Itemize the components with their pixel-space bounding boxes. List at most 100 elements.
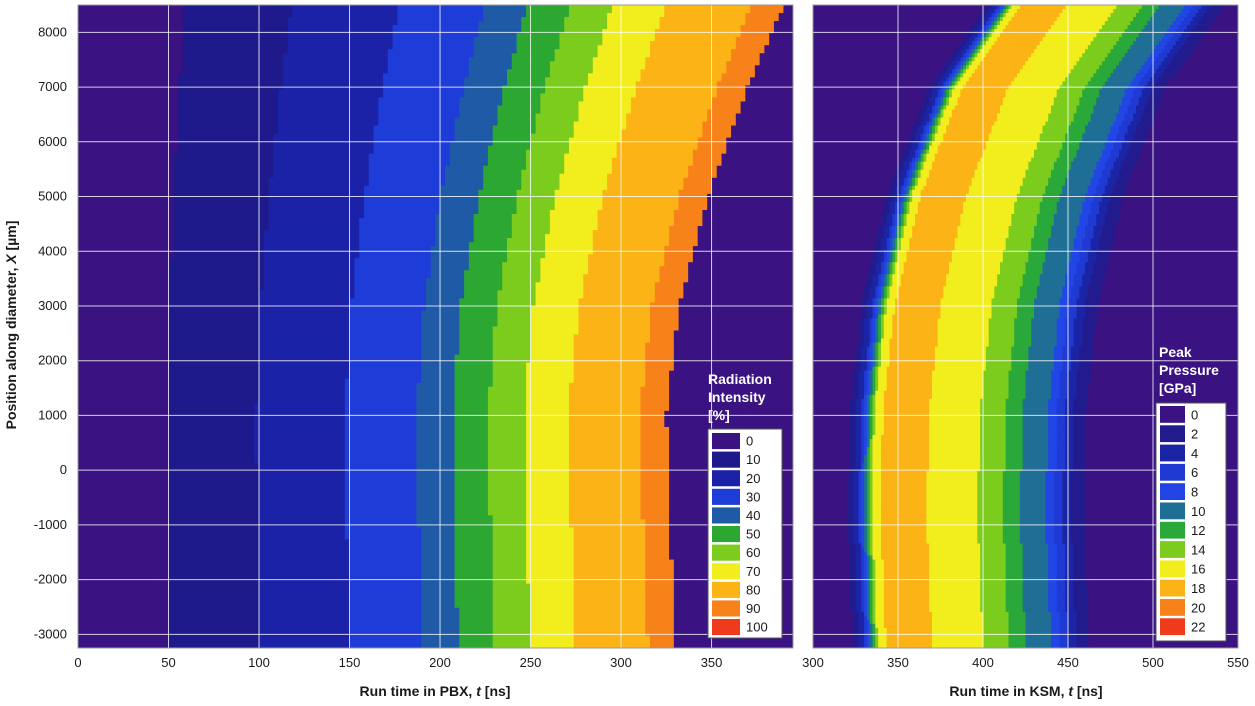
- map-cell: [1011, 81, 1063, 86]
- map-cell: [929, 402, 981, 408]
- map-cell: [454, 443, 489, 448]
- map-cell: [654, 294, 684, 299]
- map-cell: [454, 555, 494, 561]
- map-cell: [1175, 17, 1185, 22]
- map-cell: [858, 487, 862, 492]
- map-cell: [1031, 330, 1058, 336]
- map-cell: [645, 579, 675, 585]
- map-cell: [881, 531, 927, 537]
- map-cell: [1119, 209, 1238, 215]
- map-cell: [640, 455, 670, 460]
- map-cell: [881, 286, 885, 291]
- map-cell: [168, 543, 260, 549]
- map-cell: [875, 402, 885, 408]
- map-cell: [1002, 511, 1021, 516]
- map-cell: [1051, 25, 1103, 30]
- map-cell: [1073, 463, 1086, 468]
- map-cell: [886, 262, 891, 267]
- map-cell: [683, 185, 713, 191]
- map-cell: [526, 571, 575, 577]
- map-cell: [847, 471, 854, 476]
- map-cell: [535, 302, 580, 308]
- map-cell: [977, 515, 1004, 520]
- map-cell: [881, 519, 927, 525]
- map-cell: [1201, 17, 1216, 22]
- map-cell: [957, 69, 961, 74]
- map-cell: [883, 406, 930, 412]
- map-cell: [78, 491, 170, 496]
- map-cell: [421, 342, 460, 348]
- map-cell: [263, 258, 356, 263]
- map-cell: [1085, 125, 1112, 131]
- map-cell: [909, 165, 913, 171]
- map-cell: [1031, 238, 1049, 243]
- map-cell: [607, 21, 661, 26]
- map-cell: [597, 49, 651, 54]
- map-cell: [526, 475, 570, 480]
- map-cell: [932, 137, 936, 143]
- map-cell: [287, 17, 398, 22]
- map-cell: [872, 539, 882, 545]
- map-cell: [875, 615, 885, 621]
- legend-label: 70: [746, 564, 760, 579]
- map-cell: [866, 366, 871, 372]
- map-cell: [968, 53, 973, 58]
- map-cell: [889, 270, 893, 275]
- map-cell: [1048, 406, 1058, 412]
- map-cell: [878, 302, 882, 308]
- map-cell: [530, 306, 580, 312]
- map-cell: [864, 290, 871, 295]
- map-cell: [1144, 85, 1154, 90]
- map-cell: [416, 463, 456, 468]
- map-cell: [957, 73, 961, 78]
- map-cell: [988, 17, 993, 22]
- map-cell: [1076, 234, 1086, 239]
- map-cell: [545, 85, 584, 90]
- map-cell: [502, 89, 546, 95]
- map-cell: [861, 587, 865, 593]
- map-cell: [1065, 326, 1075, 332]
- map-cell: [883, 286, 888, 291]
- map-cell: [359, 246, 432, 251]
- map-cell: [1153, 73, 1163, 78]
- map-cell: [813, 93, 927, 99]
- map-cell: [946, 89, 950, 95]
- map-cell: [864, 406, 868, 412]
- map-cell: [1053, 527, 1063, 533]
- map-cell: [1062, 499, 1072, 504]
- map-cell: [1198, 41, 1238, 46]
- map-cell: [1116, 181, 1129, 187]
- map-cell: [454, 394, 489, 400]
- map-cell: [869, 459, 874, 464]
- map-cell: [259, 579, 351, 585]
- map-cell: [1039, 201, 1058, 207]
- map-cell: [813, 471, 848, 476]
- map-cell: [813, 459, 851, 464]
- map-cell: [813, 238, 876, 243]
- map-cell: [895, 254, 899, 259]
- map-cell: [669, 394, 793, 400]
- map-cell: [886, 382, 933, 388]
- map-cell: [813, 65, 944, 70]
- map-cell: [898, 201, 902, 207]
- map-cell: [449, 153, 489, 159]
- map-cell: [554, 49, 599, 54]
- map-cell: [778, 17, 793, 22]
- map-cell: [883, 559, 930, 565]
- map-cell: [988, 9, 995, 14]
- map-cell: [875, 262, 882, 267]
- map-cell: [497, 113, 537, 119]
- map-cell: [259, 551, 351, 557]
- map-cell: [991, 129, 1044, 135]
- map-cell: [1096, 222, 1106, 227]
- map-cell: [813, 73, 939, 78]
- map-cell: [1133, 137, 1146, 143]
- map-cell: [813, 222, 882, 227]
- map-cell: [1070, 290, 1080, 295]
- map-cell: [872, 274, 879, 279]
- map-cell: [929, 559, 981, 565]
- map-cell: [929, 459, 981, 464]
- map-cell: [946, 85, 950, 90]
- map-cell: [861, 483, 865, 488]
- map-cell: [937, 334, 990, 340]
